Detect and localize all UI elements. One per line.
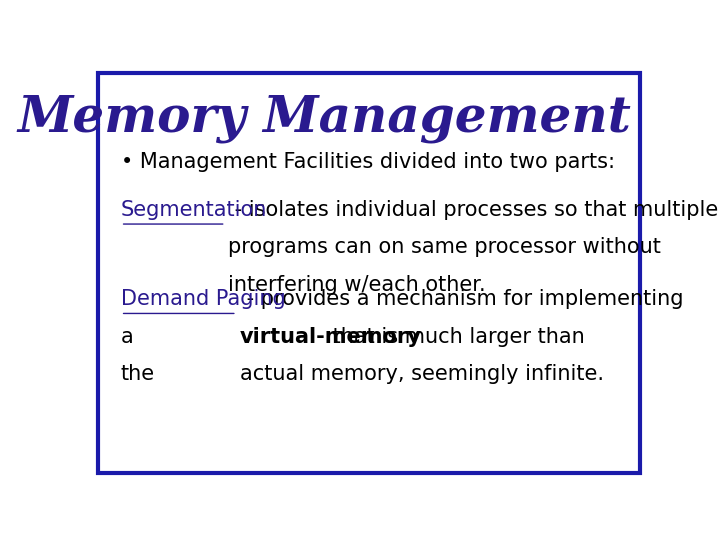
Text: • Management Facilities divided into two parts:: • Management Facilities divided into two…: [121, 152, 615, 172]
Text: the: the: [121, 364, 155, 384]
Text: that is much larger than: that is much larger than: [326, 327, 585, 347]
Text: Segmentation: Segmentation: [121, 200, 267, 220]
Text: virtual-memory: virtual-memory: [240, 327, 421, 347]
Text: - isolates individual processes so that multiple: - isolates individual processes so that …: [228, 200, 719, 220]
Text: Demand Paging: Demand Paging: [121, 289, 285, 309]
FancyBboxPatch shape: [98, 72, 640, 473]
Text: Memory Management: Memory Management: [17, 94, 631, 143]
Text: a: a: [121, 327, 133, 347]
Text: programs can on same processor without: programs can on same processor without: [228, 238, 661, 258]
Text: interfering w/each other.: interfering w/each other.: [228, 275, 486, 295]
Text: - provides a mechanism for implementing: - provides a mechanism for implementing: [240, 289, 683, 309]
Text: actual memory, seemingly infinite.: actual memory, seemingly infinite.: [240, 364, 603, 384]
